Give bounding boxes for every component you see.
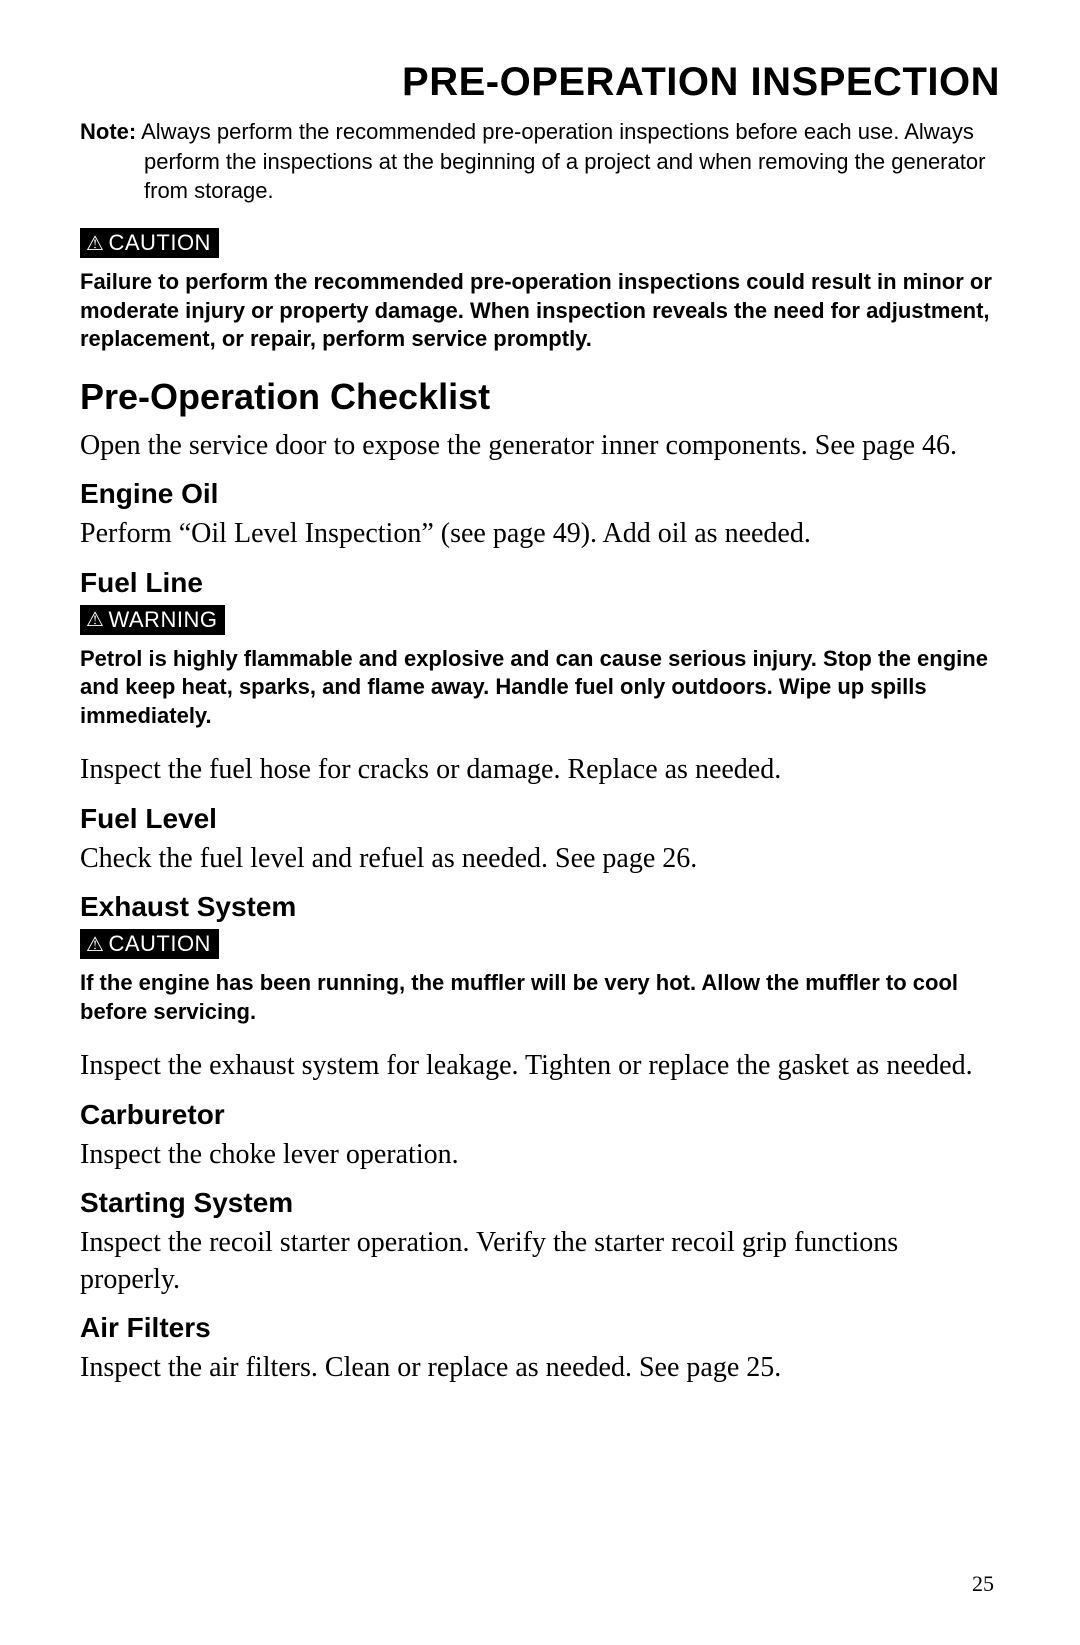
warning-icon: ⚠: [86, 607, 104, 632]
air-filters-heading: Air Filters: [80, 1312, 1000, 1344]
fuel-line-text: Inspect the fuel hose for cracks or dama…: [80, 752, 1000, 788]
fuel-level-heading: Fuel Level: [80, 803, 1000, 835]
page-number: 25: [972, 1571, 994, 1597]
warning-icon: ⚠: [86, 932, 104, 957]
air-filters-text: Inspect the air filters. Clean or replac…: [80, 1350, 1000, 1386]
exhaust-caution-text: If the engine has been running, the muff…: [80, 969, 1000, 1026]
caution-text-1: Failure to perform the recommended pre-o…: [80, 268, 1000, 354]
checklist-heading: Pre-Operation Checklist: [80, 376, 1000, 418]
exhaust-heading: Exhaust System: [80, 891, 1000, 923]
exhaust-text: Inspect the exhaust system for leakage. …: [80, 1048, 1000, 1084]
note-text: Always perform the recommended pre-opera…: [141, 119, 985, 203]
engine-oil-heading: Engine Oil: [80, 478, 1000, 510]
starting-heading: Starting System: [80, 1187, 1000, 1219]
note-label: Note:: [80, 119, 136, 144]
caution-badge-2: ⚠ CAUTION: [80, 929, 219, 959]
caution-badge: ⚠ CAUTION: [80, 228, 219, 258]
page-content: PRE-OPERATION INSPECTION Note: Always pe…: [0, 0, 1080, 1440]
warning-badge: ⚠ WARNING: [80, 605, 225, 635]
fuel-line-heading: Fuel Line: [80, 567, 1000, 599]
checklist-intro: Open the service door to expose the gene…: [80, 428, 1000, 464]
carburetor-text: Inspect the choke lever operation.: [80, 1137, 1000, 1173]
fuel-line-warning-text: Petrol is highly flammable and explosive…: [80, 645, 1000, 731]
starting-text: Inspect the recoil starter operation. Ve…: [80, 1225, 1000, 1298]
warning-icon: ⚠: [86, 231, 104, 256]
engine-oil-text: Perform “Oil Level Inspection” (see page…: [80, 516, 1000, 552]
warning-badge-label: WARNING: [108, 607, 217, 633]
fuel-level-text: Check the fuel level and refuel as neede…: [80, 841, 1000, 877]
page-title: PRE-OPERATION INSPECTION: [80, 60, 1000, 105]
note-block: Note: Always perform the recommended pre…: [80, 117, 1000, 206]
caution-badge-label: CAUTION: [108, 230, 211, 256]
caution-badge-2-label: CAUTION: [108, 931, 211, 957]
carburetor-heading: Carburetor: [80, 1099, 1000, 1131]
